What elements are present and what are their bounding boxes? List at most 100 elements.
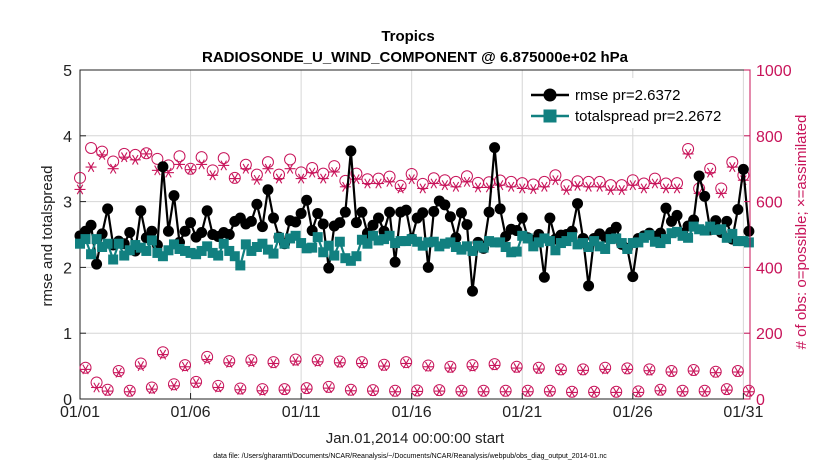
obs-assimilated-point	[417, 183, 429, 194]
rmse-point	[146, 225, 158, 237]
obs-assimilated-point	[367, 386, 379, 397]
obs-possible-point	[74, 171, 86, 184]
obs-possible-point	[256, 383, 269, 396]
asterisk-stroke	[441, 180, 449, 191]
obs-assimilated-point	[118, 152, 130, 163]
asterisk-stroke	[640, 183, 648, 194]
obs-assimilated-point	[185, 164, 197, 175]
obs-assimilated-point	[334, 357, 346, 368]
totalspread-point	[235, 260, 246, 271]
obs-assimilated-point	[267, 358, 279, 369]
totalspread-point	[180, 245, 191, 256]
chart-title: Tropics	[381, 28, 434, 45]
legend-rmse-marker	[543, 88, 557, 102]
rmse-point	[323, 262, 335, 274]
obs-assimilated-point	[422, 361, 434, 372]
asterisk-stroke	[430, 178, 438, 189]
legend-totalspread-label: totalspread pr=2.2672	[575, 108, 721, 125]
obs-assimilated-point	[400, 358, 412, 369]
obs-assimilated-point	[594, 181, 606, 192]
obs-possible-point	[79, 361, 92, 374]
rmse-point	[102, 203, 114, 215]
totalspread-point	[345, 255, 356, 266]
obs-possible-point	[422, 359, 435, 372]
asterisk-stroke	[507, 181, 515, 192]
rmse-point	[428, 205, 440, 217]
obs-assimilated-point	[682, 148, 694, 159]
totalspread-point	[174, 243, 185, 254]
asterisk-stroke	[513, 363, 520, 374]
obs-possible-point	[101, 383, 114, 396]
asterisk-stroke	[264, 163, 272, 174]
totalspread-point	[218, 238, 229, 249]
asterisk-stroke	[519, 183, 526, 194]
totalspread-point	[146, 235, 157, 246]
x-axis-label: Jan.01,2014 00:00:00 start	[326, 430, 505, 447]
obs-possible-point	[333, 355, 346, 368]
obs-assimilated-point	[256, 385, 268, 396]
obs-assimilated-point	[577, 365, 589, 376]
asterisk-stroke	[297, 173, 305, 184]
asterisk-stroke	[292, 356, 299, 367]
asterisk-stroke	[93, 382, 100, 393]
rmse-point	[223, 229, 235, 240]
obs-assimilated-point	[306, 167, 318, 178]
y-tick-label-right: 1000	[756, 63, 792, 80]
y-tick-label-right: 400	[756, 260, 783, 277]
asterisk-stroke	[463, 176, 471, 187]
totalspread-point	[75, 238, 85, 249]
totalspread-point	[721, 232, 732, 243]
obs-assimilated-point	[345, 385, 357, 396]
totalspread-point	[511, 246, 522, 257]
obs-possible-point	[228, 171, 241, 184]
asterisk-stroke	[607, 185, 614, 196]
obs-assimilated-point	[113, 367, 125, 378]
totalspread-point	[434, 241, 445, 252]
obs-possible-point	[411, 384, 424, 397]
obs-possible-point	[355, 356, 368, 369]
obs-possible-point	[532, 361, 545, 374]
asterisk-stroke	[668, 366, 675, 378]
totalspread-point	[533, 237, 544, 248]
rmse-point	[671, 209, 683, 221]
asterisk-stroke	[579, 365, 587, 376]
obs-possible-point	[217, 152, 230, 165]
rmse-point	[693, 170, 705, 182]
obs-possible-point	[543, 384, 556, 397]
asterisk-stroke	[286, 163, 294, 174]
asterisk-stroke	[391, 386, 399, 397]
asterisk-stroke	[502, 386, 509, 397]
x-tick-label: 01/06	[171, 404, 211, 421]
obs-possible-point	[444, 360, 457, 373]
totalspread-point	[555, 238, 566, 249]
data-file-footnote: data file: /Users/gharamti/Documents/NCA…	[213, 453, 607, 460]
obs-assimilated-point	[527, 184, 539, 195]
rmse-point	[317, 218, 329, 230]
obs-possible-point	[521, 384, 534, 397]
totalspread-point	[589, 236, 600, 247]
totalspread-point	[224, 245, 235, 256]
totalspread-point	[246, 245, 257, 256]
obs-possible-point	[709, 365, 722, 378]
totalspread-point	[379, 234, 390, 245]
obs-assimilated-point	[732, 366, 744, 378]
asterisk-stroke	[684, 148, 692, 159]
y-tick-label-left: 3	[63, 195, 72, 212]
rmse-point	[350, 217, 362, 229]
obs-assimilated-point	[74, 184, 86, 195]
totalspread-point	[412, 236, 423, 247]
obs-assimilated-point	[234, 384, 246, 395]
asterisk-stroke	[270, 358, 277, 369]
totalspread-point	[594, 241, 605, 252]
x-tick-label: 01/16	[392, 404, 432, 421]
asterisk-stroke	[568, 387, 576, 398]
obs-assimilated-point	[538, 181, 550, 192]
obs-assimilated-point	[616, 185, 628, 196]
obs-possible-point	[676, 384, 689, 397]
asterisk-stroke	[248, 357, 255, 368]
asterisk-stroke	[701, 386, 708, 397]
obs-assimilated-point	[743, 386, 755, 397]
totalspread-point	[318, 247, 329, 258]
obs-assimilated-point	[555, 365, 567, 376]
obs-assimilated-point	[699, 386, 711, 397]
